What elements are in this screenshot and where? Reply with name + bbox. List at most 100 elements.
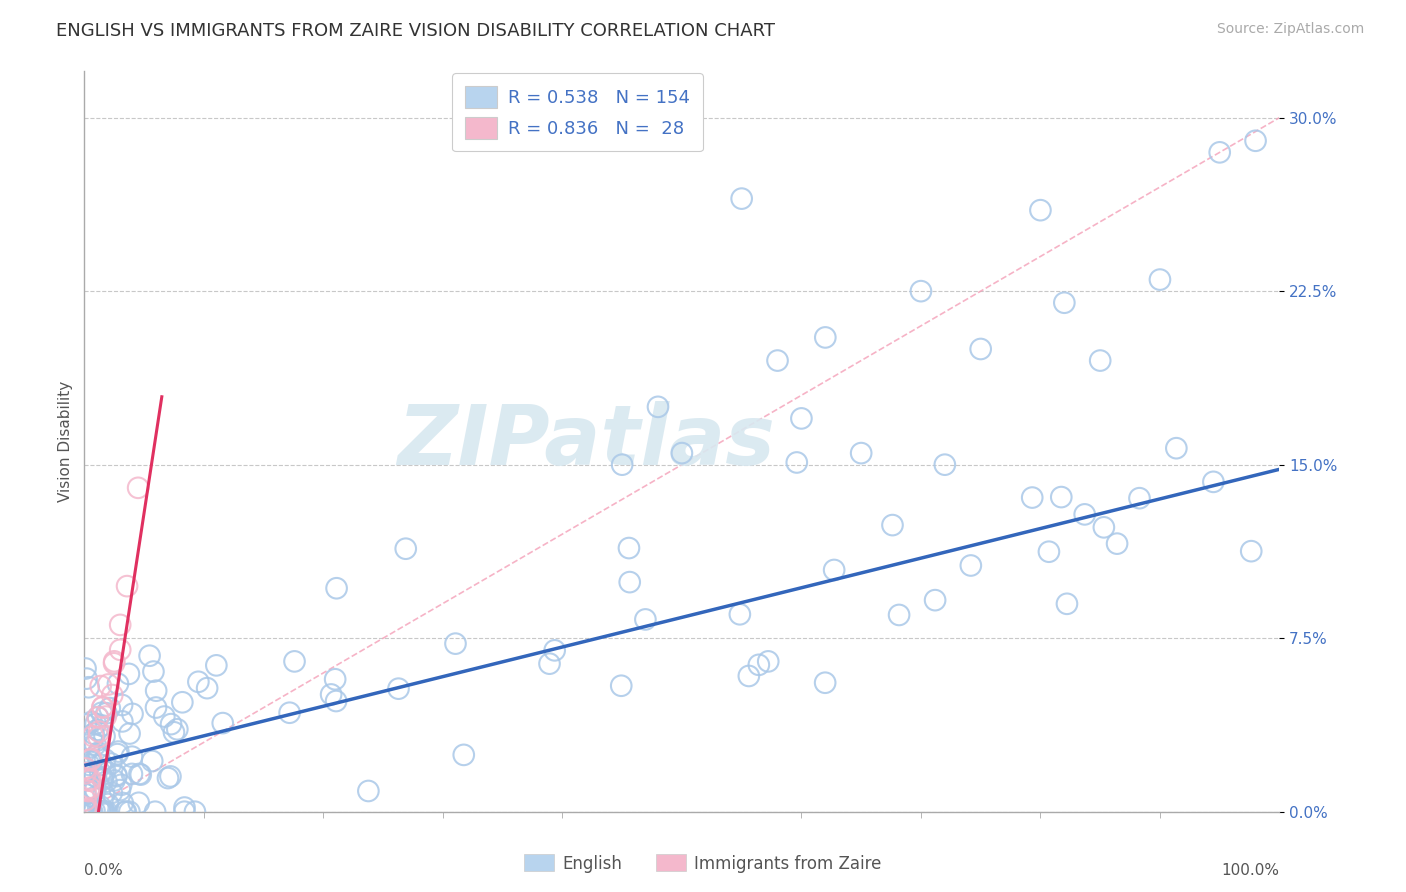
Point <box>75 717 97 731</box>
Point <box>91 805 114 819</box>
Point <box>387 681 409 696</box>
Point <box>110 778 132 792</box>
Point <box>75 783 97 797</box>
Point <box>173 800 195 814</box>
Text: 100.0%: 100.0% <box>1222 863 1279 878</box>
Point <box>814 675 837 690</box>
Point <box>89 799 111 814</box>
Text: ENGLISH VS IMMIGRANTS FROM ZAIRE VISION DISABILITY CORRELATION CHART: ENGLISH VS IMMIGRANTS FROM ZAIRE VISION … <box>56 22 775 40</box>
Point <box>82 734 104 748</box>
Point <box>75 766 97 780</box>
Point <box>1029 203 1052 218</box>
Text: Source: ZipAtlas.com: Source: ZipAtlas.com <box>1216 22 1364 37</box>
Point <box>959 558 981 573</box>
Point <box>924 593 946 607</box>
Point <box>1090 353 1112 368</box>
Point <box>97 797 120 811</box>
Point <box>610 679 633 693</box>
Point <box>93 805 115 819</box>
Point <box>105 747 128 761</box>
Point <box>145 700 167 714</box>
Point <box>86 748 108 763</box>
Point <box>80 805 103 819</box>
Point <box>107 677 129 691</box>
Point <box>205 658 228 673</box>
Point <box>1166 441 1188 455</box>
Point <box>1149 272 1171 286</box>
Point <box>143 805 166 819</box>
Y-axis label: Vision Disability: Vision Disability <box>58 381 73 502</box>
Point <box>325 694 347 708</box>
Point <box>115 579 138 593</box>
Point <box>90 679 112 693</box>
Point <box>101 688 124 702</box>
Point <box>121 706 143 721</box>
Point <box>77 680 100 694</box>
Point <box>75 805 97 819</box>
Point <box>910 284 932 298</box>
Point <box>79 773 101 788</box>
Point <box>634 612 657 626</box>
Point <box>153 709 176 723</box>
Point <box>444 637 467 651</box>
Point <box>887 607 910 622</box>
Point <box>77 784 100 798</box>
Point <box>1053 295 1076 310</box>
Point <box>1038 545 1060 559</box>
Point <box>91 700 114 714</box>
Point <box>103 657 125 671</box>
Point <box>731 192 754 206</box>
Point <box>94 764 117 778</box>
Point <box>91 699 114 714</box>
Point <box>97 677 120 691</box>
Point <box>76 765 98 780</box>
Point <box>83 804 105 818</box>
Point <box>89 765 111 780</box>
Point <box>1056 597 1078 611</box>
Point <box>83 727 105 741</box>
Point <box>619 575 641 590</box>
Point <box>111 714 134 729</box>
Point <box>1209 145 1232 160</box>
Point <box>756 654 779 668</box>
Point <box>90 805 112 819</box>
Point <box>395 541 418 556</box>
Point <box>77 740 100 755</box>
Point <box>91 805 114 819</box>
Point <box>163 725 186 739</box>
Point <box>118 726 141 740</box>
Point <box>75 787 97 801</box>
Point <box>80 753 103 767</box>
Point <box>325 581 347 595</box>
Point <box>84 782 107 797</box>
Point <box>77 805 100 819</box>
Point <box>86 723 108 737</box>
Point <box>84 716 107 731</box>
Point <box>79 780 101 795</box>
Point <box>93 786 115 800</box>
Point <box>128 796 150 810</box>
Point <box>934 458 956 472</box>
Point <box>118 805 141 819</box>
Point <box>114 805 136 819</box>
Point <box>1107 536 1129 550</box>
Point <box>108 618 131 632</box>
Point <box>766 353 789 368</box>
Point <box>83 790 105 805</box>
Point <box>93 729 115 743</box>
Point <box>84 769 107 783</box>
Point <box>156 771 179 785</box>
Point <box>814 330 837 344</box>
Point <box>786 455 808 469</box>
Point <box>278 706 301 720</box>
Point <box>77 757 100 772</box>
Point <box>87 750 110 764</box>
Point <box>91 718 114 732</box>
Text: 0.0%: 0.0% <box>84 863 124 878</box>
Point <box>103 773 125 788</box>
Legend: English, Immigrants from Zaire: English, Immigrants from Zaire <box>517 847 889 880</box>
Point <box>82 729 104 743</box>
Point <box>187 674 209 689</box>
Point <box>91 772 114 787</box>
Point <box>111 698 134 712</box>
